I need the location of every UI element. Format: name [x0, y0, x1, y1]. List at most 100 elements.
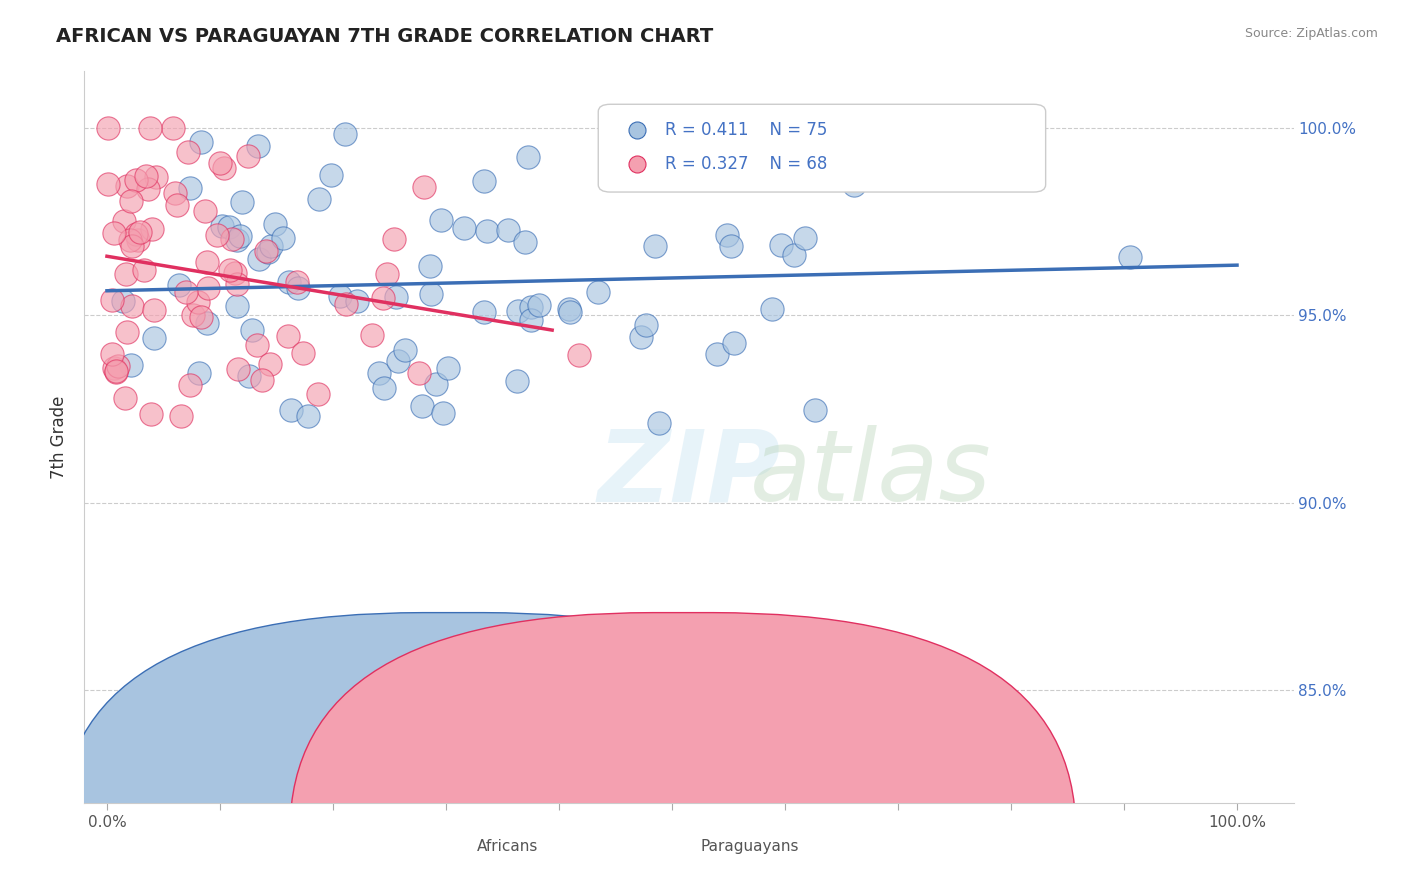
Point: [506, 374, 529, 388]
Point: [129, 225, 152, 239]
Point: [472, 305, 495, 319]
Point: [103, 226, 125, 240]
Point: [226, 233, 249, 247]
Point: [297, 409, 319, 423]
Point: [104, 365, 127, 379]
Point: [240, 323, 263, 337]
Point: [520, 300, 543, 314]
Point: [307, 387, 329, 401]
Point: [141, 221, 163, 235]
Point: [285, 275, 308, 289]
Point: [827, 120, 849, 135]
Point: [125, 173, 148, 187]
Point: [277, 329, 299, 343]
Point: [143, 302, 166, 317]
Point: [630, 330, 652, 344]
Point: [516, 150, 538, 164]
Point: [387, 353, 409, 368]
Point: [238, 369, 260, 384]
Point: [558, 301, 581, 316]
Text: atlas: atlas: [749, 425, 991, 522]
Point: [419, 259, 441, 273]
Point: [804, 402, 827, 417]
Point: [271, 230, 294, 244]
Point: [97, 177, 120, 191]
Point: [104, 364, 127, 378]
Point: [218, 219, 240, 234]
Point: [612, 597, 634, 611]
Point: [195, 316, 218, 330]
Point: [246, 338, 269, 352]
Point: [231, 194, 253, 209]
Point: [506, 304, 529, 318]
Point: [139, 120, 162, 135]
Point: [125, 227, 148, 241]
Point: [254, 244, 277, 258]
Point: [720, 239, 742, 253]
Point: [260, 239, 283, 253]
Point: [329, 288, 352, 302]
Point: [121, 299, 143, 313]
Point: [218, 263, 240, 277]
Point: [115, 267, 138, 281]
Point: [844, 178, 866, 192]
Point: [280, 403, 302, 417]
Point: [112, 213, 135, 227]
Point: [706, 346, 728, 360]
Point: [368, 366, 391, 380]
Point: [170, 409, 193, 424]
Point: [120, 194, 142, 208]
Text: R = 0.327    N = 68: R = 0.327 N = 68: [665, 155, 827, 173]
Text: R = 0.411    N = 75: R = 0.411 N = 75: [665, 121, 827, 139]
Point: [474, 174, 496, 188]
Point: [179, 180, 201, 194]
Point: [346, 294, 368, 309]
Point: [900, 120, 922, 135]
Point: [205, 228, 228, 243]
Point: [425, 377, 447, 392]
Text: AFRICAN VS PARAGUAYAN 7TH GRADE CORRELATION CHART: AFRICAN VS PARAGUAYAN 7TH GRADE CORRELAT…: [56, 27, 713, 45]
Point: [187, 295, 209, 310]
Point: [382, 232, 405, 246]
Point: [229, 228, 252, 243]
Point: [179, 378, 201, 392]
Point: [373, 380, 395, 394]
Point: [162, 120, 184, 135]
Point: [278, 276, 301, 290]
Point: [250, 373, 273, 387]
Point: [256, 244, 278, 259]
Point: [96, 120, 118, 135]
Point: [118, 233, 141, 247]
Point: [612, 420, 634, 434]
Point: [135, 169, 157, 183]
Point: [644, 239, 666, 253]
Point: [568, 349, 591, 363]
Point: [136, 182, 159, 196]
Point: [139, 407, 162, 421]
Point: [408, 366, 430, 380]
Point: [181, 308, 204, 322]
Point: [226, 277, 249, 292]
Point: [783, 248, 806, 262]
Point: [194, 203, 217, 218]
Point: [453, 220, 475, 235]
Point: [394, 343, 416, 357]
Point: [335, 297, 357, 311]
Point: [259, 357, 281, 371]
Point: [716, 227, 738, 242]
Point: [586, 285, 609, 300]
Point: [321, 168, 343, 182]
Point: [769, 238, 792, 252]
Point: [226, 362, 249, 376]
Point: [371, 292, 394, 306]
Point: [197, 281, 219, 295]
Point: [115, 178, 138, 193]
Point: [375, 267, 398, 281]
Text: Source: ZipAtlas.com: Source: ZipAtlas.com: [1244, 27, 1378, 40]
Point: [385, 290, 408, 304]
Point: [287, 281, 309, 295]
Point: [167, 277, 190, 292]
Point: [496, 223, 519, 237]
Point: [143, 331, 166, 345]
Point: [208, 156, 231, 170]
